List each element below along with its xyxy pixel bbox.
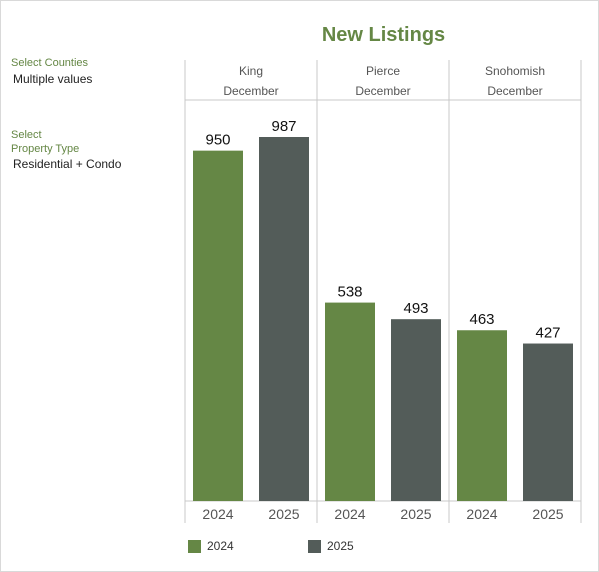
bar: [325, 302, 375, 501]
bar: [457, 330, 507, 501]
bar-data-label: 950: [205, 132, 230, 149]
panel-month-label: December: [223, 84, 278, 98]
property-type-filter-value[interactable]: Residential + Condo: [13, 157, 122, 171]
bar: [193, 150, 243, 501]
panel-county-label: King: [239, 64, 263, 78]
x-tick-label: 2024: [466, 506, 497, 522]
panel-month-label: December: [355, 84, 410, 98]
legend-item-2024[interactable]: 2024: [188, 539, 234, 553]
legend-swatch-2024: [188, 539, 201, 553]
panel-month-label: December: [487, 84, 542, 98]
bar-data-label: 538: [337, 284, 362, 301]
counties-filter-value[interactable]: Multiple values: [13, 72, 93, 86]
x-tick-label: 2024: [334, 506, 365, 522]
x-tick-label: 2025: [400, 506, 431, 522]
bar-data-label: 427: [535, 325, 560, 342]
x-tick-label: 2025: [532, 506, 563, 522]
bar: [523, 343, 573, 501]
legend-item-2025[interactable]: 2025: [308, 539, 354, 553]
legend-label-2025: 2025: [327, 539, 354, 553]
x-tick-label: 2024: [202, 506, 233, 522]
property-type-filter-label-line2: Property Type: [11, 143, 80, 155]
panel-county-label: Pierce: [366, 64, 400, 78]
legend-swatch-2025: [308, 539, 321, 553]
panel-county-label: Snohomish: [485, 64, 545, 78]
chart-title: New Listings: [321, 24, 446, 46]
counties-filter-label: Select Counties: [11, 57, 89, 69]
bar: [259, 137, 309, 501]
bar-data-label: 463: [469, 311, 494, 328]
x-tick-label: 2025: [268, 506, 299, 522]
bar-data-label: 493: [403, 300, 428, 317]
property-type-filter-label-line1: Select: [11, 129, 42, 141]
bar-data-label: 987: [271, 118, 296, 135]
legend-label-2024: 2024: [207, 539, 234, 553]
bar: [391, 319, 441, 501]
